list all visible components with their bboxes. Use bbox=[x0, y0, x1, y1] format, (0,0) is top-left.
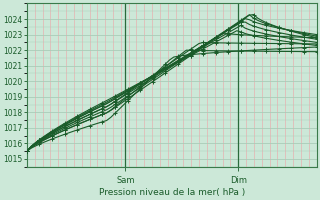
X-axis label: Pression niveau de la mer( hPa ): Pression niveau de la mer( hPa ) bbox=[99, 188, 245, 197]
